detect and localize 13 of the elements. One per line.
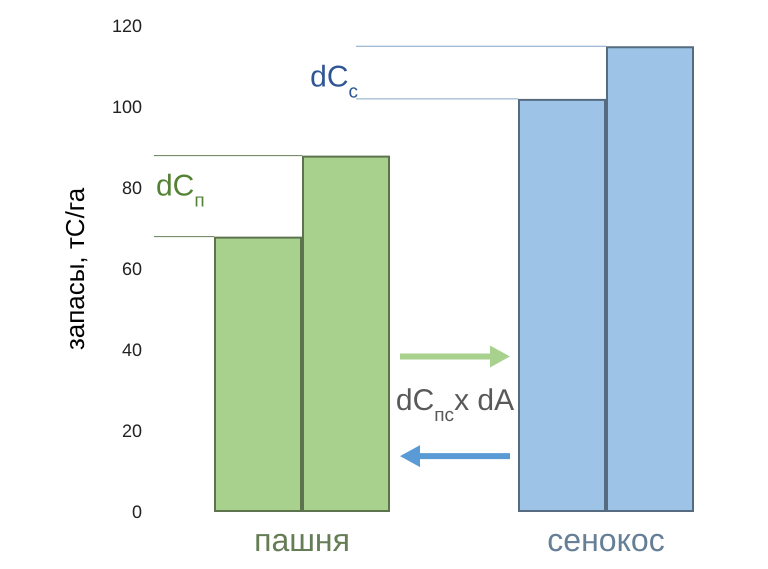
y-axis-title: запасы, тС/га bbox=[60, 187, 90, 350]
y-tick-label: 40 bbox=[122, 340, 142, 360]
y-tick-label: 20 bbox=[122, 421, 142, 441]
annotation: dC$_{пс}$x dA bbox=[396, 384, 514, 426]
y-tick-label: 0 bbox=[132, 502, 142, 522]
annotation: dC$_{с}$ bbox=[310, 60, 358, 102]
y-tick-label: 80 bbox=[122, 178, 142, 198]
y-tick-label: 60 bbox=[122, 259, 142, 279]
y-tick-label: 120 bbox=[112, 16, 142, 36]
annotation: dC$_{п}$ bbox=[156, 170, 205, 212]
y-tick-label: 100 bbox=[112, 97, 142, 117]
x-tick-label: сенокос bbox=[547, 522, 665, 558]
x-tick-label: пашня bbox=[254, 522, 350, 558]
